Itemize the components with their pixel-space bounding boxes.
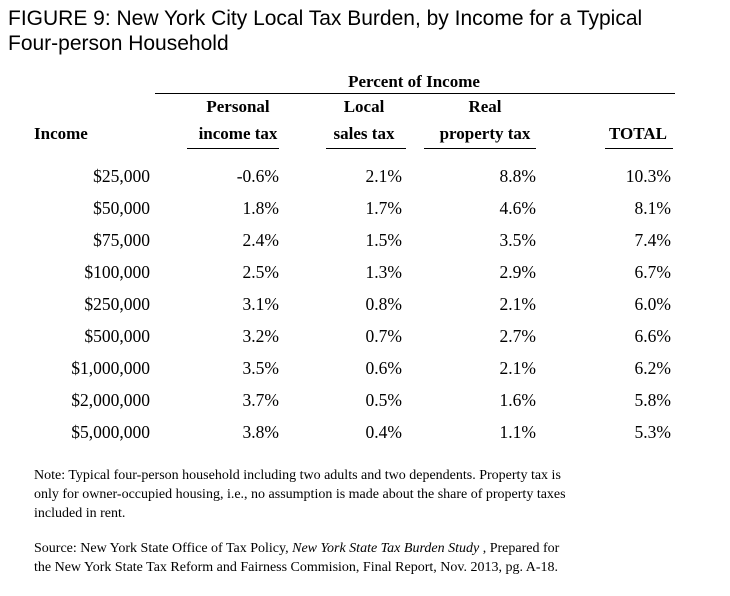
header-sales-rule: [326, 148, 406, 149]
cell-local-sales-tax: 1.7%: [365, 198, 402, 218]
table-note: Note: Typical four-person household incl…: [34, 466, 694, 523]
cell-personal-income-tax: 3.2%: [242, 326, 279, 346]
source-prefix: Source: New York State Office of Tax Pol…: [34, 541, 293, 556]
cell-real-property-tax: 2.7%: [499, 326, 536, 346]
header-property-line-1: Real: [468, 97, 502, 116]
cell-income: $2,000,000: [71, 390, 150, 410]
cell-income: $75,000: [93, 230, 150, 250]
header-group-rule: [155, 93, 675, 94]
cell-income: $50,000: [93, 198, 150, 218]
cell-income: $25,000: [93, 166, 150, 186]
header-property-rule: [424, 148, 536, 149]
cell-income: $250,000: [84, 294, 150, 314]
note-line-3: included in rent.: [34, 506, 126, 521]
cell-real-property-tax: 2.1%: [499, 358, 536, 378]
figure-title-line-1: FIGURE 9: New York City Local Tax Burden…: [8, 7, 643, 30]
source-line-1: Source: New York State Office of Tax Pol…: [34, 539, 694, 558]
cell-total: 5.8%: [634, 390, 671, 410]
source-line-2: the New York State Tax Reform and Fairne…: [34, 560, 558, 575]
cell-local-sales-tax: 1.5%: [365, 230, 402, 250]
cell-personal-income-tax: 3.7%: [242, 390, 279, 410]
cell-total: 6.0%: [634, 294, 671, 314]
tax-burden-table: Percent of Income Income Personal income…: [34, 72, 675, 442]
header-sales-line-2: sales tax: [333, 124, 395, 143]
note-line-2: only for owner-occupied housing, i.e., n…: [34, 487, 566, 502]
cell-local-sales-tax: 0.4%: [365, 422, 402, 442]
header-total: TOTAL: [609, 124, 667, 143]
header-personal-line-1: Personal: [206, 97, 270, 116]
cell-real-property-tax: 4.6%: [499, 198, 536, 218]
cell-personal-income-tax: 2.5%: [242, 262, 279, 282]
cell-total: 7.4%: [634, 230, 671, 250]
cell-local-sales-tax: 0.5%: [365, 390, 402, 410]
cell-total: 10.3%: [625, 166, 671, 186]
source-suffix: , Prepared for: [479, 541, 560, 556]
cell-total: 6.6%: [634, 326, 671, 346]
cell-local-sales-tax: 1.3%: [365, 262, 402, 282]
cell-total: 6.2%: [634, 358, 671, 378]
table-source: Source: New York State Office of Tax Pol…: [34, 539, 694, 577]
cell-real-property-tax: 8.8%: [499, 166, 536, 186]
cell-personal-income-tax: 1.8%: [242, 198, 279, 218]
header-total-rule: [605, 148, 673, 149]
cell-income: $100,000: [84, 262, 150, 282]
cell-total: 5.3%: [634, 422, 671, 442]
cell-local-sales-tax: 0.8%: [365, 294, 402, 314]
cell-local-sales-tax: 2.1%: [365, 166, 402, 186]
cell-income: $500,000: [84, 326, 150, 346]
source-study-title: New York State Tax Burden Study: [292, 541, 480, 556]
cell-personal-income-tax: 3.5%: [242, 358, 279, 378]
cell-total: 8.1%: [634, 198, 671, 218]
cell-real-property-tax: 1.1%: [499, 422, 536, 442]
cell-real-property-tax: 2.1%: [499, 294, 536, 314]
header-personal-line-2: income tax: [198, 124, 278, 143]
note-line-1: Note: Typical four-person household incl…: [34, 468, 561, 483]
figure-title-line-2: Four-person Household: [8, 32, 229, 55]
cell-personal-income-tax: 2.4%: [242, 230, 279, 250]
cell-local-sales-tax: 0.6%: [365, 358, 402, 378]
cell-local-sales-tax: 0.7%: [365, 326, 402, 346]
header-sales-line-1: Local: [343, 97, 385, 116]
cell-real-property-tax: 2.9%: [499, 262, 536, 282]
cell-real-property-tax: 3.5%: [499, 230, 536, 250]
figure-title: FIGURE 9: New York City Local Tax Burden…: [8, 6, 723, 56]
cell-real-property-tax: 1.6%: [499, 390, 536, 410]
cell-personal-income-tax: -0.6%: [236, 166, 279, 186]
cell-income: $5,000,000: [71, 422, 150, 442]
header-personal-rule: [187, 148, 279, 149]
cell-personal-income-tax: 3.1%: [242, 294, 279, 314]
cell-personal-income-tax: 3.8%: [242, 422, 279, 442]
header-income: Income: [34, 124, 88, 143]
header-property-line-2: property tax: [439, 124, 531, 143]
cell-total: 6.7%: [634, 262, 671, 282]
header-percent-of-income: Percent of Income: [348, 72, 480, 91]
cell-income: $1,000,000: [71, 358, 150, 378]
